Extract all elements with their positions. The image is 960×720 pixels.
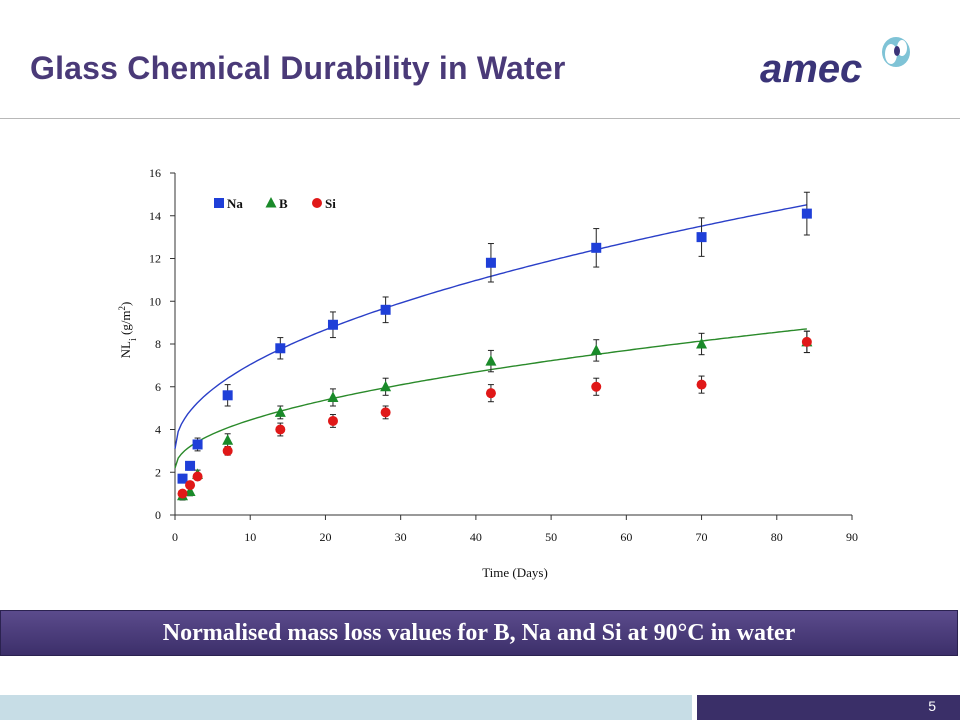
legend-label-b: B [279,196,288,211]
data-point-si [192,471,203,482]
page-number: 5 [928,698,936,714]
legend-label-si: Si [325,196,336,211]
data-point-na [591,242,602,253]
y-tick-label: 0 [155,508,161,522]
data-point-b [222,434,234,445]
y-tick-label: 6 [155,380,161,394]
data-point-si [485,388,496,399]
data-point-b [590,344,602,355]
data-point-si [591,381,602,392]
slide-title: Glass Chemical Durability in Water [30,50,566,86]
x-tick-label: 70 [696,530,708,544]
caption-banner: Normalised mass loss values for B, Na an… [0,610,958,656]
data-point-na [801,208,812,219]
data-point-na [380,304,391,315]
x-tick-label: 0 [172,530,178,544]
data-point-na [327,319,338,330]
legend-label-na: Na [227,196,243,211]
data-point-si [185,480,196,491]
y-tick-label: 10 [149,294,161,308]
x-tick-label: 50 [545,530,557,544]
x-axis-label: Time (Days) [482,565,548,580]
data-point-na [185,460,196,471]
title-divider [0,118,960,119]
data-point-na [485,257,496,268]
chart-axes: 0 10 20 30 40 50 60 70 80 90 0 2 4 6 8 10 12 14 16 [149,166,858,544]
chart-legend: Na B Si [214,196,336,211]
x-tick-label: 90 [846,530,858,544]
x-tick-label: 80 [771,530,783,544]
data-marks [177,191,813,501]
y-tick-label: 2 [155,465,161,479]
data-point-si [327,415,338,426]
legend-marker-b [265,197,277,208]
logo-wordmark: amec [760,47,862,91]
data-point-na [192,439,203,450]
fit-curve-na [174,204,808,449]
data-point-si [696,379,707,390]
x-tick-label: 10 [244,530,256,544]
data-point-si [380,407,391,418]
y-tick-label: 12 [149,252,161,266]
legend-marker-na [214,198,224,208]
data-point-na [275,343,286,354]
data-point-b [327,391,339,402]
footer-bar-light [0,695,692,720]
footer-bar-dark: 5 [697,695,960,720]
x-tick-label: 30 [395,530,407,544]
x-tick-label: 40 [470,530,482,544]
caption-text: Normalised mass loss values for B, Na an… [162,619,796,646]
data-point-si [222,445,233,456]
y-tick-label: 4 [155,423,161,437]
y-tick-label: 8 [155,337,161,351]
data-point-na [222,390,233,401]
logo-swirl-icon [882,37,910,67]
data-point-si [275,424,286,435]
y-tick-label: 16 [149,166,161,180]
data-point-si [177,488,188,499]
y-tick-label: 14 [149,209,161,223]
data-point-b [380,380,392,392]
data-point-b [274,406,286,417]
data-point-b [696,338,708,349]
x-tick-label: 20 [319,530,331,544]
data-point-na [177,473,188,484]
x-tick-label: 60 [620,530,632,544]
y-axis-label: NLi (g/m2) [117,302,139,359]
amec-logo: amec [760,37,910,91]
data-point-b [485,355,497,366]
leaching-chart: 0 10 20 30 40 50 60 70 80 90 0 2 4 6 8 10 12 14 16 Na B Si T… [117,166,858,580]
data-point-na [696,232,707,243]
legend-marker-si [312,198,322,208]
data-point-si [801,336,812,347]
